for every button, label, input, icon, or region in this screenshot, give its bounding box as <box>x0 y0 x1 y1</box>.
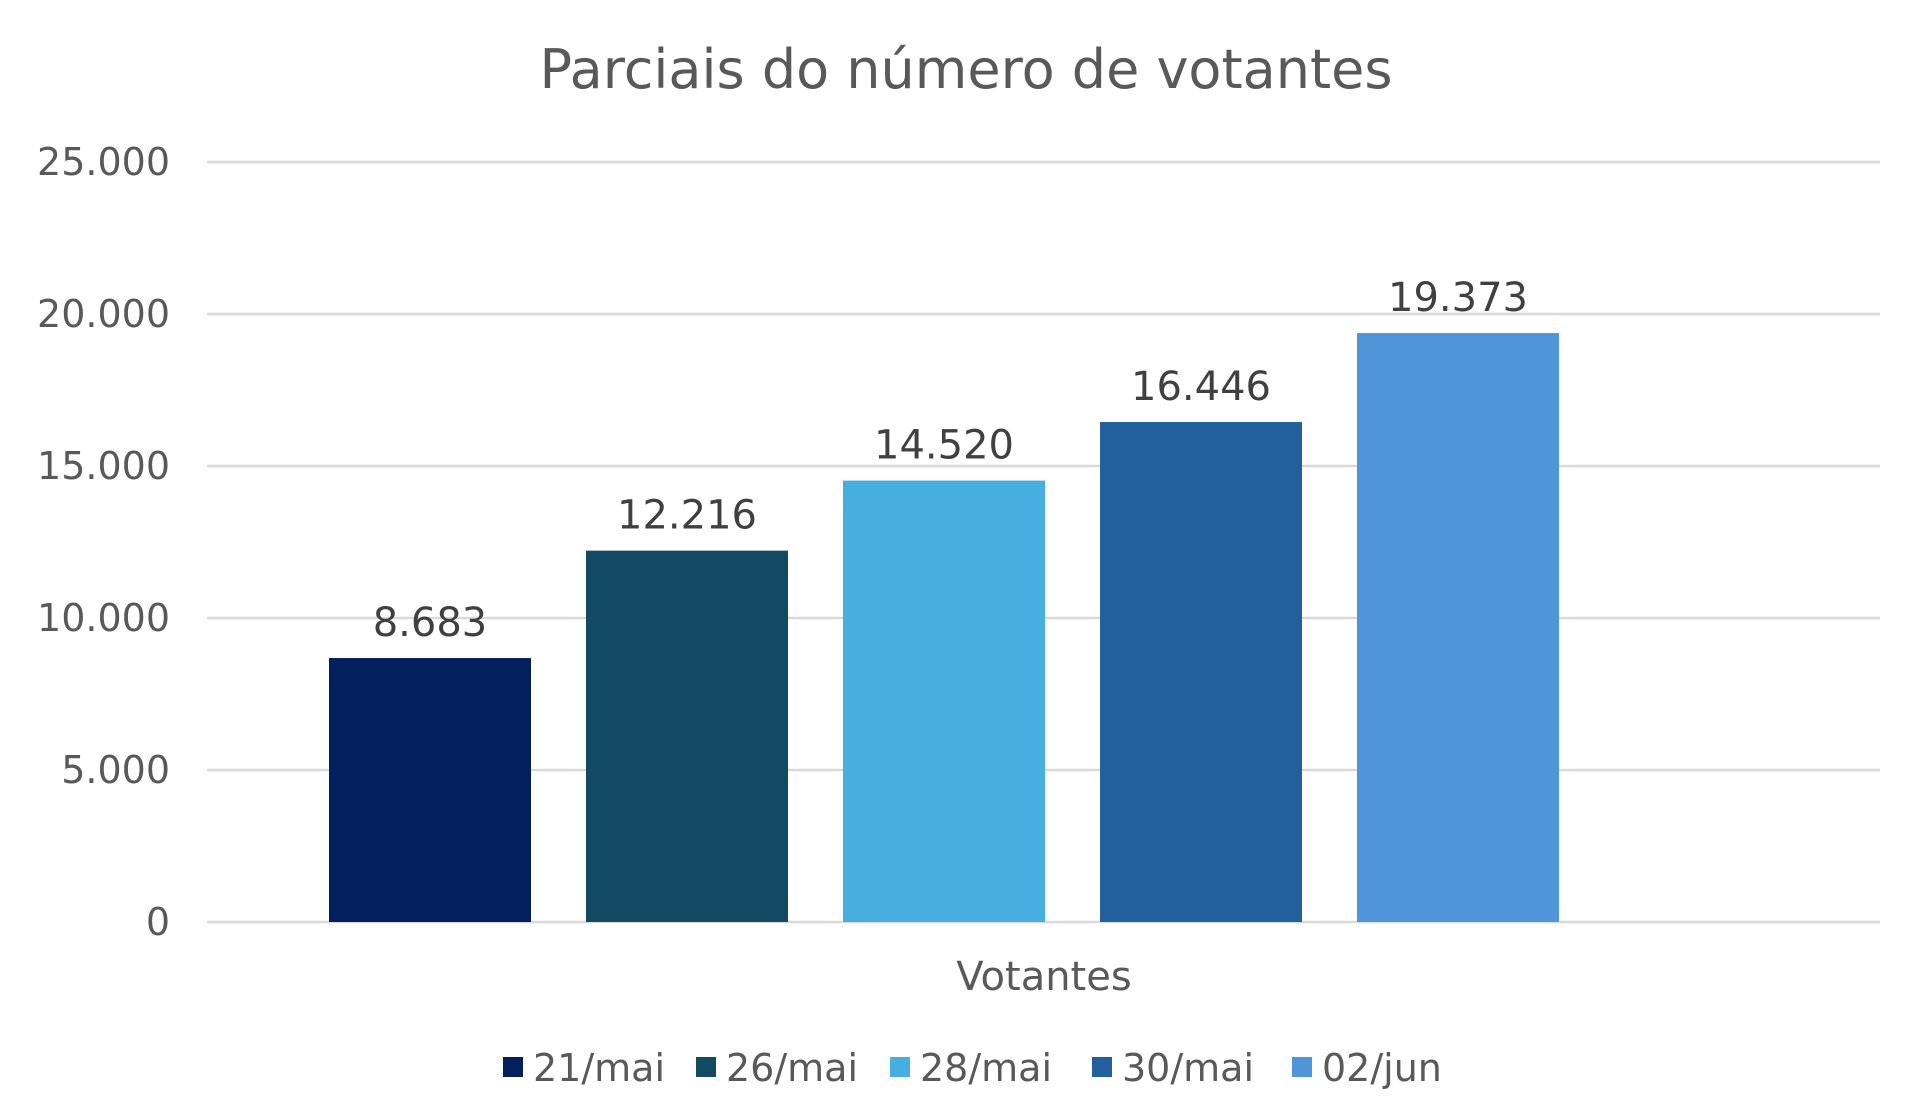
data-labels: 8.683 12.216 14.520 16.446 19.373 <box>373 275 1528 646</box>
y-tick-label: 5.000 <box>61 748 170 792</box>
legend: 21/mai 26/mai 28/mai 30/mai 02/jun <box>503 1046 1442 1090</box>
data-label: 14.520 <box>874 423 1014 469</box>
legend-swatch <box>1092 1057 1112 1077</box>
y-axis-ticks: 0 5.000 10.000 15.000 20.000 25.000 <box>37 140 170 944</box>
legend-swatch <box>696 1057 716 1077</box>
bars <box>329 333 1559 922</box>
y-tick-label: 10.000 <box>37 596 170 640</box>
legend-label: 28/mai <box>920 1046 1052 1090</box>
y-tick-label: 20.000 <box>37 292 170 336</box>
y-tick-label: 25.000 <box>37 140 170 184</box>
data-label: 12.216 <box>617 493 757 539</box>
legend-swatch <box>503 1057 523 1077</box>
data-label: 8.683 <box>373 600 488 646</box>
legend-label: 21/mai <box>533 1046 665 1090</box>
legend-label: 30/mai <box>1122 1046 1254 1090</box>
bar <box>1357 333 1559 922</box>
data-label: 19.373 <box>1388 275 1528 321</box>
legend-swatch <box>1292 1057 1312 1077</box>
chart-title: Parciais do número de votantes <box>540 38 1393 101</box>
x-category-label: Votantes <box>956 954 1131 1000</box>
data-label: 16.446 <box>1131 364 1271 410</box>
bar <box>329 658 531 922</box>
legend-swatch <box>890 1057 910 1077</box>
y-tick-label: 15.000 <box>37 444 170 488</box>
y-tick-label: 0 <box>146 900 170 944</box>
legend-label: 02/jun <box>1322 1046 1442 1090</box>
legend-label: 26/mai <box>726 1046 858 1090</box>
bar <box>1100 422 1302 922</box>
bar <box>843 480 1045 922</box>
bar <box>586 550 788 922</box>
